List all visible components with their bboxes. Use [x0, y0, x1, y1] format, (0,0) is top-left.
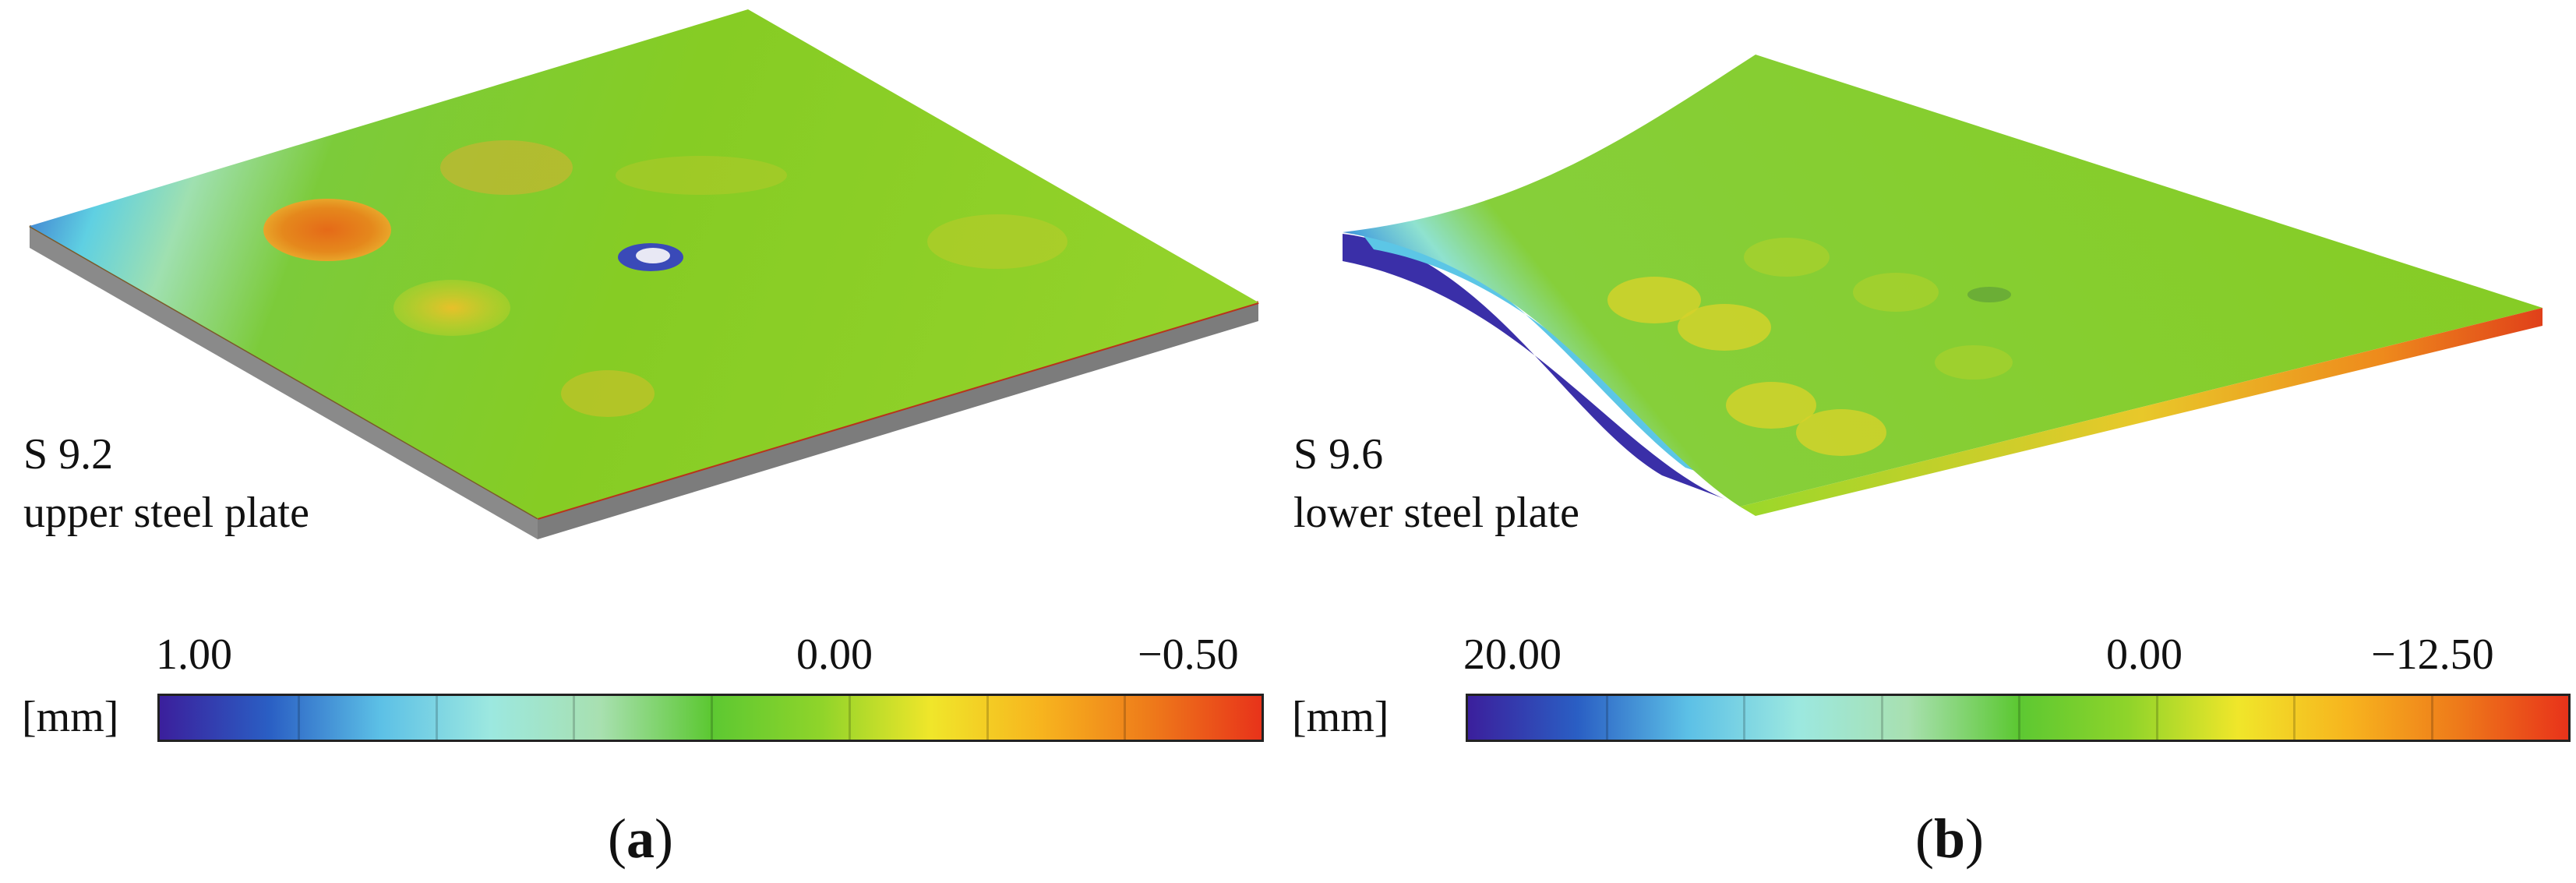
colorbar-band-divider: [435, 696, 438, 740]
colorbar: [1466, 694, 2571, 742]
lower-plate-render: [1343, 55, 2542, 516]
upper-plate-render: [29, 9, 1259, 539]
colorbar-band-divider: [1605, 696, 1608, 740]
plate-curled-edge: [1343, 234, 1724, 499]
sample-description: upper steel plate: [23, 489, 309, 537]
colorbar-tick-min: −0.50: [1138, 630, 1239, 679]
colorbar-band-divider: [1743, 696, 1745, 740]
panel-b: S 9.6 lower steel plate 20.00 0.00 −12.5…: [1288, 0, 2576, 883]
colorbar-band-divider: [1880, 696, 1883, 740]
panel-caption: (b): [1915, 811, 1984, 867]
deformation-spot: [263, 199, 391, 261]
colorbar-tick-min: −12.50: [2371, 630, 2494, 679]
panel-caption: (a): [608, 811, 673, 867]
caption-open: (: [1915, 807, 1934, 870]
colorbar: [157, 694, 1264, 742]
caption-letter: b: [1933, 807, 1966, 870]
deformation-spot: [1607, 277, 1701, 323]
caption-open: (: [608, 807, 626, 870]
deformation-spot: [1853, 273, 1939, 312]
colorbar-band-divider: [1124, 696, 1127, 740]
colorbar-band-divider: [2155, 696, 2158, 740]
colorbar-band-divider: [986, 696, 989, 740]
colorbar-tick-zero: 0.00: [796, 630, 873, 679]
center-marker-icon: [1967, 287, 2011, 302]
deformation-spot: [927, 214, 1067, 269]
deformation-spot: [393, 280, 510, 336]
colorbar-band-divider: [573, 696, 576, 740]
colorbar-band-divider: [2430, 696, 2433, 740]
deformation-spot: [1678, 304, 1771, 351]
deformation-spot: [1935, 345, 2013, 380]
colorbar-tick-max: 20.00: [1463, 630, 1561, 679]
colorbar-band-divider: [297, 696, 300, 740]
deformation-spot: [1726, 382, 1816, 429]
plate-side-right: [538, 302, 1258, 539]
caption-close: ): [654, 807, 673, 870]
plate-top-surface: [1343, 55, 2542, 507]
colorbar-band-divider: [2293, 696, 2295, 740]
colorbar-band-divider: [2018, 696, 2020, 740]
colorbar-tick-max: 1.00: [156, 630, 232, 679]
panel-a: S 9.2 upper steel plate 1.00 0.00 −0.50 …: [22, 9, 1264, 867]
plate-side-left: [30, 226, 538, 539]
deformation-spot: [1744, 238, 1830, 277]
deformation-spot: [616, 156, 787, 195]
sample-id: S 9.6: [1293, 430, 1384, 479]
plate-side-edge: [1740, 308, 2542, 516]
deformation-spot: [440, 140, 573, 195]
colorbar-band-divider: [848, 696, 851, 740]
deformation-spot: [561, 370, 655, 417]
colorbar-band-divider: [711, 696, 713, 740]
deformation-spot: [1796, 409, 1886, 456]
sample-id: S 9.2: [23, 430, 114, 479]
caption-close: ): [1965, 807, 1985, 870]
center-marker-core: [636, 248, 670, 263]
colorbar-tick-zero: 0.00: [2106, 630, 2183, 679]
colorbar-unit: [mm]: [1292, 693, 1389, 741]
caption-letter: a: [626, 807, 655, 870]
sample-description: lower steel plate: [1293, 489, 1579, 537]
colorbar-unit: [mm]: [22, 693, 119, 741]
